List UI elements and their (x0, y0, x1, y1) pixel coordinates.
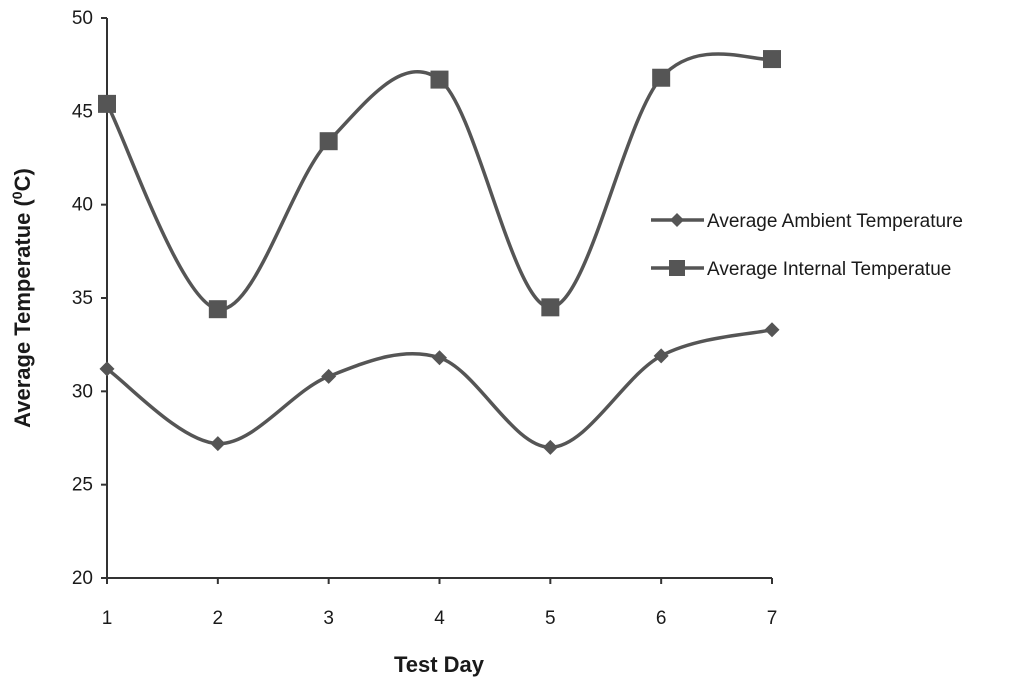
series-layer (98, 50, 781, 455)
legend-marker (669, 260, 685, 276)
y-axis-ticks: 20 25 30 35 40 45 50 (72, 8, 107, 589)
y-axis-title: Average Temperatue (0C) (9, 168, 35, 428)
x-tick-label: 2 (213, 608, 224, 629)
data-point (208, 300, 227, 319)
series-line (105, 328, 773, 450)
data-point (764, 322, 780, 338)
series-internal (98, 50, 781, 319)
x-axis-title: Test Day (394, 652, 485, 677)
x-tick-label: 4 (434, 608, 445, 629)
x-tick-label: 3 (323, 608, 334, 629)
y-tick-label: 45 (72, 101, 93, 122)
x-tick-label: 7 (767, 608, 778, 629)
x-axis-ticks: 1 2 3 4 5 6 7 (102, 578, 778, 629)
y-axis-title-text: Average Temperatue ( (10, 199, 35, 428)
y-tick-label: 30 (72, 381, 93, 402)
legend-item: Average Internal Temperatue (651, 259, 951, 280)
data-point (99, 361, 115, 377)
data-point (319, 132, 338, 151)
y-tick-label: 35 (72, 288, 93, 309)
data-point (210, 436, 226, 452)
y-tick-label: 25 (72, 475, 93, 496)
legend-label: Average Ambient Temperature (707, 211, 963, 232)
legend-label: Average Internal Temperatue (707, 259, 951, 280)
legend: Average Ambient Temperature Average Inter… (651, 211, 963, 280)
data-point (432, 350, 447, 366)
legend-item: Average Ambient Temperature (651, 211, 963, 232)
data-point (98, 94, 116, 113)
data-point (653, 348, 669, 364)
legend-marker (670, 213, 684, 227)
series-ambient (99, 322, 780, 455)
x-tick-label: 1 (102, 608, 113, 629)
y-axis-title-superscript: 0 (9, 191, 25, 199)
data-point (652, 68, 671, 87)
data-point (542, 439, 558, 455)
x-tick-label: 6 (656, 608, 667, 629)
data-point (541, 298, 560, 317)
x-tick-label: 5 (545, 608, 556, 629)
y-tick-label: 50 (72, 8, 93, 29)
y-tick-label: 20 (72, 568, 93, 589)
y-axis-title-unit: C) (10, 168, 35, 191)
data-point (321, 368, 337, 384)
data-point (763, 50, 781, 69)
y-tick-label: 40 (72, 195, 93, 216)
data-point (430, 70, 449, 89)
